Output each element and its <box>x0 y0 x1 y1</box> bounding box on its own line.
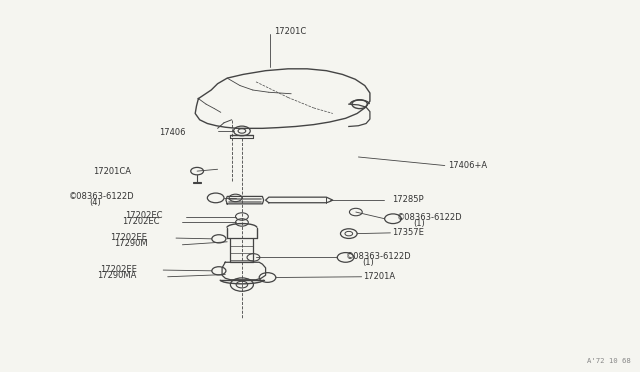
Text: A'72 10 68: A'72 10 68 <box>587 358 630 364</box>
Text: 17201CA: 17201CA <box>93 167 131 176</box>
Text: ©08363-6122D: ©08363-6122D <box>346 252 412 261</box>
Text: 17201C: 17201C <box>274 27 306 36</box>
Text: 17202EE: 17202EE <box>110 233 147 242</box>
Text: 17202EC: 17202EC <box>122 217 159 226</box>
Text: 17406: 17406 <box>159 128 185 137</box>
Text: 17201A: 17201A <box>364 272 396 281</box>
Text: (1): (1) <box>413 219 425 228</box>
Text: 17406+A: 17406+A <box>448 161 487 170</box>
Text: 17285P: 17285P <box>392 195 423 204</box>
Text: 17202EE: 17202EE <box>100 265 137 274</box>
Text: (1): (1) <box>362 258 374 267</box>
Text: ©08363-6122D: ©08363-6122D <box>69 192 135 201</box>
Text: 17202EC: 17202EC <box>125 211 163 220</box>
Text: (4): (4) <box>90 198 101 207</box>
Text: 17357E: 17357E <box>392 228 424 237</box>
Text: 17290MA: 17290MA <box>97 271 137 280</box>
Text: ©08363-6122D: ©08363-6122D <box>397 213 463 222</box>
Text: 17290M: 17290M <box>114 239 148 248</box>
